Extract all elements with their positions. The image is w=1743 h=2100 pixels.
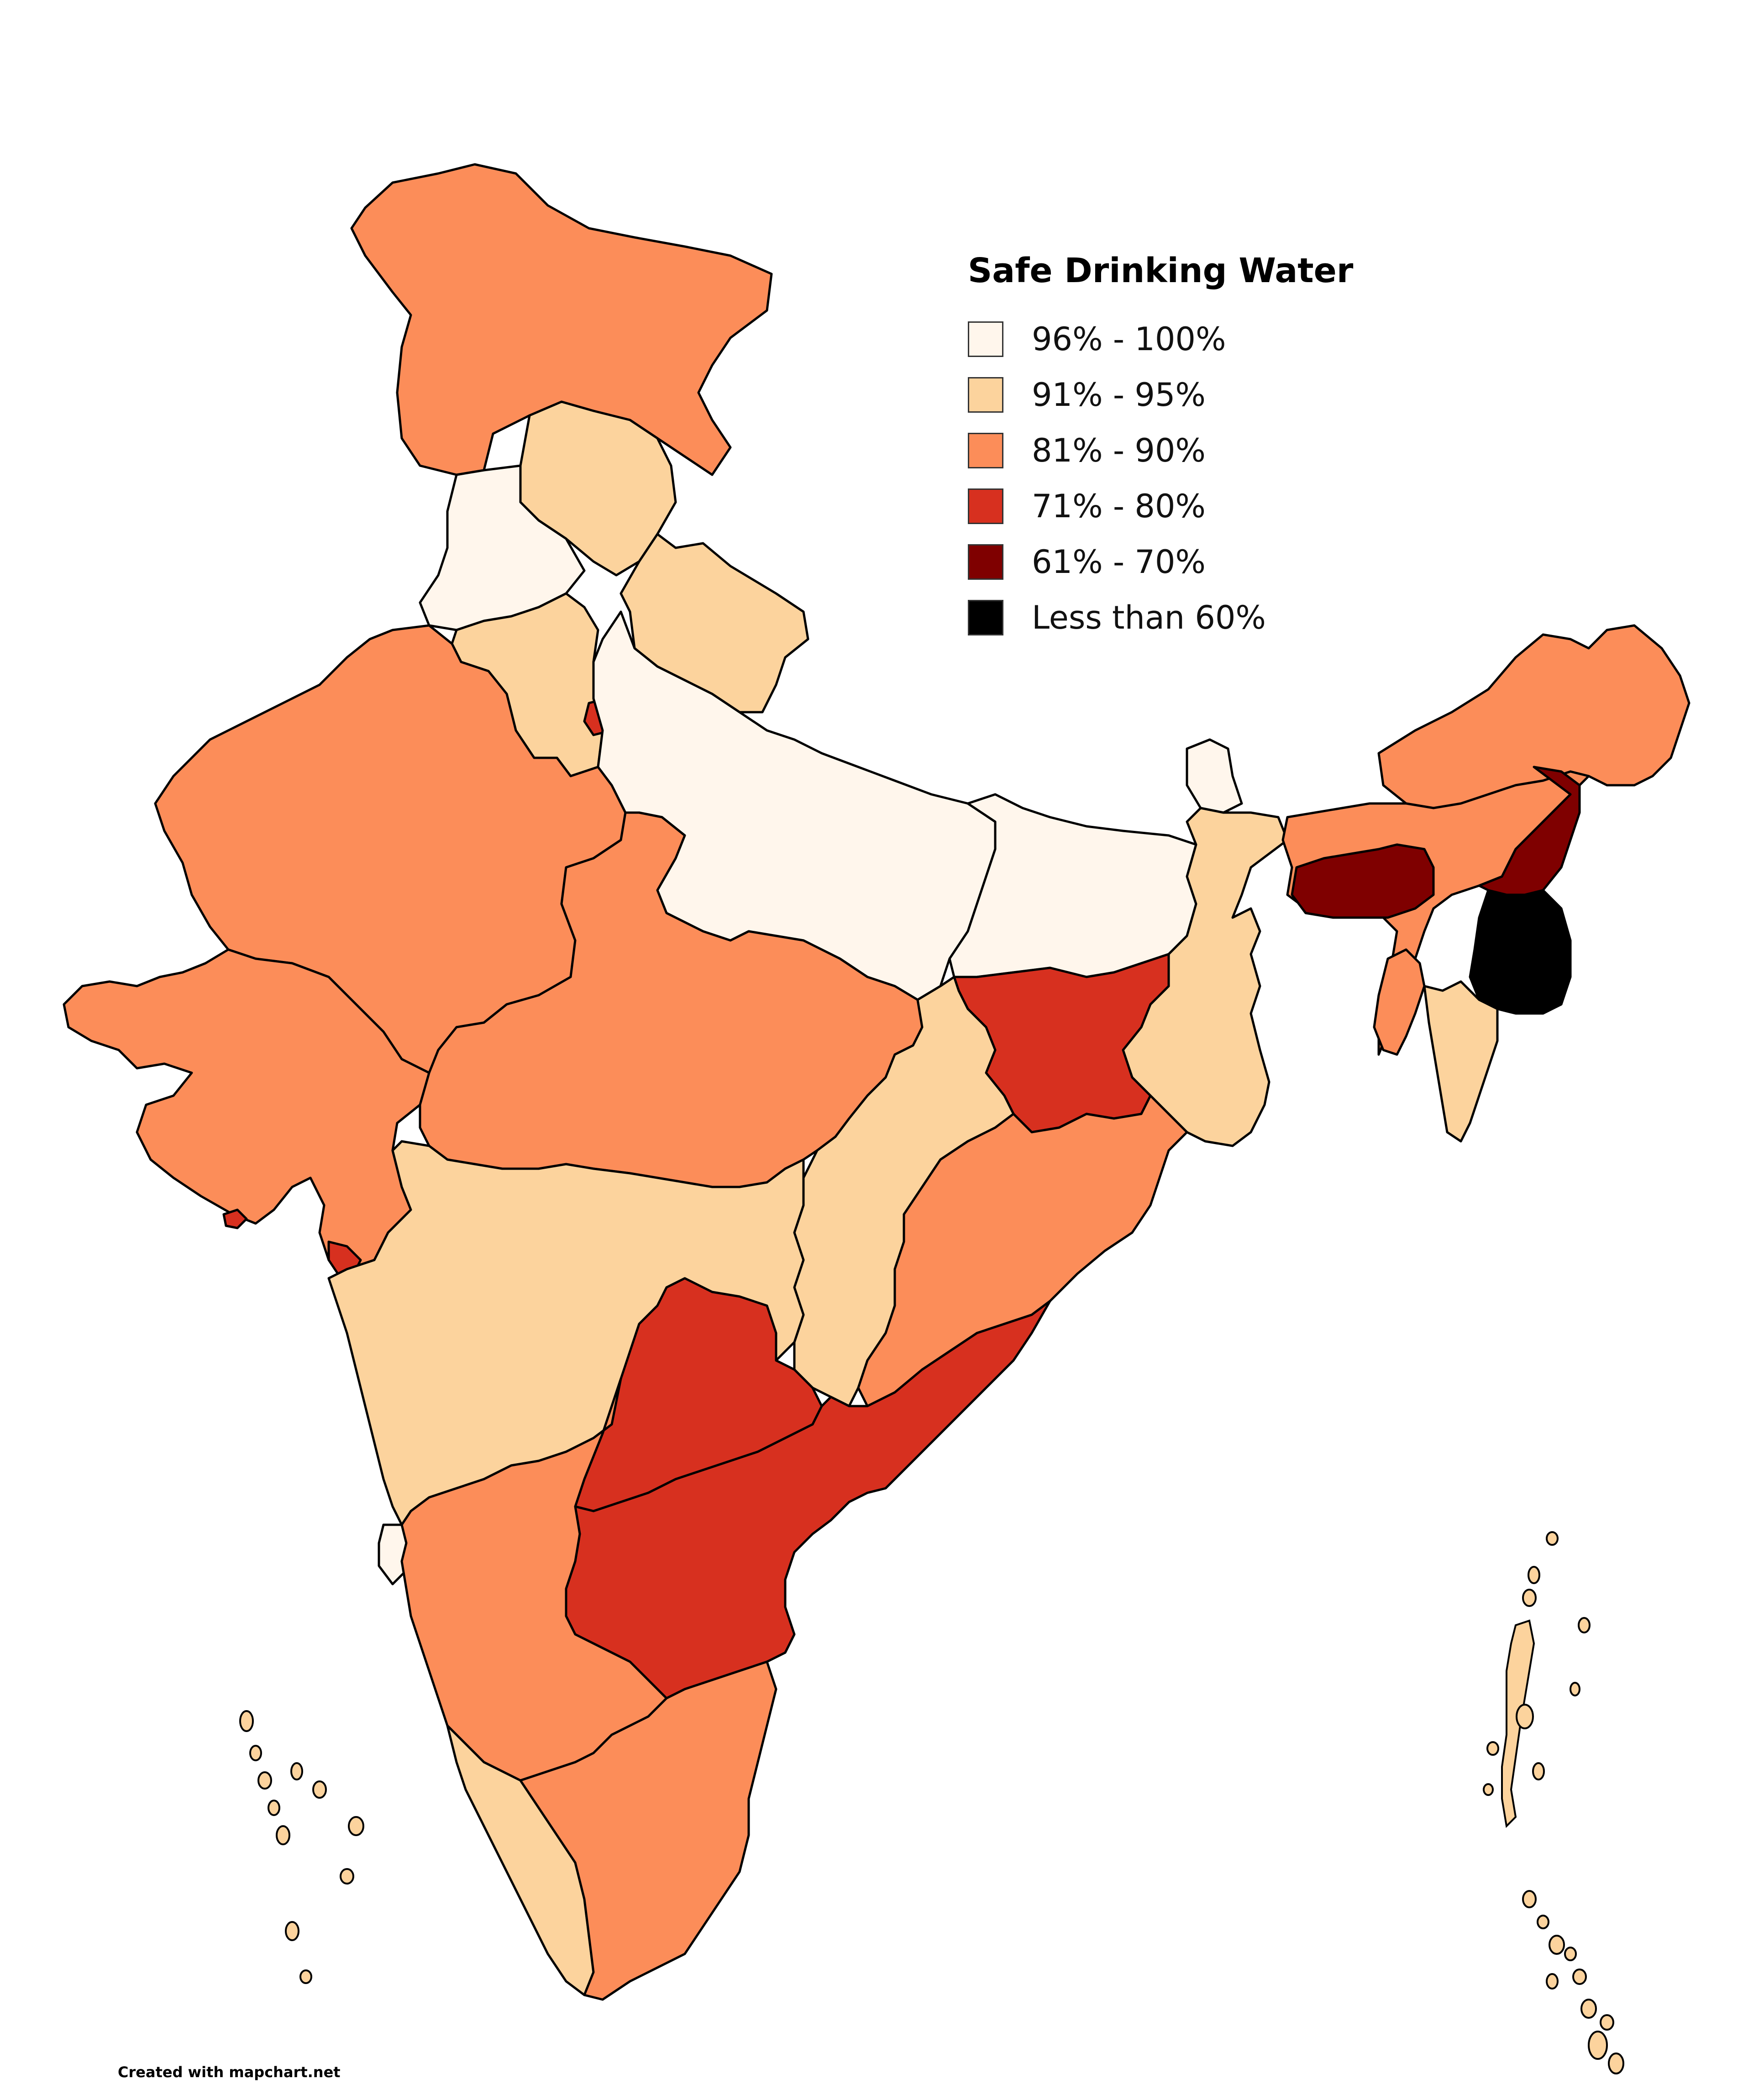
region-meghalaya (1291, 843, 1435, 919)
legend-label: Less than 60% (1032, 599, 1266, 636)
map-legend: Safe Drinking Water 96% - 100% 91% - 95%… (968, 251, 1379, 646)
legend-swatch (968, 433, 1003, 468)
legend-label: 71% - 80% (1032, 488, 1206, 525)
lakshadweep-islands (239, 1710, 364, 1984)
credit-text: Created with mapchart.net (118, 2063, 341, 2081)
region-mizoram (1423, 980, 1499, 1143)
legend-swatch (968, 600, 1003, 635)
legend-swatch (968, 488, 1003, 524)
legend-label: 81% - 90% (1032, 432, 1206, 469)
legend-items: 96% - 100% 91% - 95% 81% - 90% 71% - 80%… (968, 311, 1379, 646)
legend-item: 81% - 90% (968, 423, 1379, 478)
region-jammu-kashmir-ladakh (350, 163, 773, 476)
legend-swatch (968, 377, 1003, 413)
legend-swatch (968, 544, 1003, 580)
legend-item: 91% - 95% (968, 367, 1379, 423)
legend-item: Less than 60% (968, 590, 1379, 646)
legend-item: 61% - 70% (968, 534, 1379, 590)
legend-label: 91% - 95% (1032, 376, 1206, 414)
legend-swatch (968, 321, 1003, 357)
legend-label: 96% - 100% (1032, 320, 1226, 358)
region-karnataka (400, 1377, 668, 1782)
legend-item: 71% - 80% (968, 478, 1379, 534)
legend-item: 96% - 100% (968, 311, 1379, 367)
region-tripura (1373, 948, 1426, 1056)
andaman-nicobar-islands (1483, 1531, 1624, 2074)
region-sikkim (1186, 738, 1243, 814)
region-west-bengal (1122, 807, 1289, 1147)
region-arunachal-pradesh (1377, 624, 1690, 809)
region-daman-diu (222, 1208, 248, 1229)
region-tamil-nadu (519, 1660, 777, 2001)
legend-label: 61% - 70% (1032, 543, 1206, 581)
legend-title: Safe Drinking Water (968, 251, 1354, 290)
region-manipur (1469, 889, 1572, 1015)
